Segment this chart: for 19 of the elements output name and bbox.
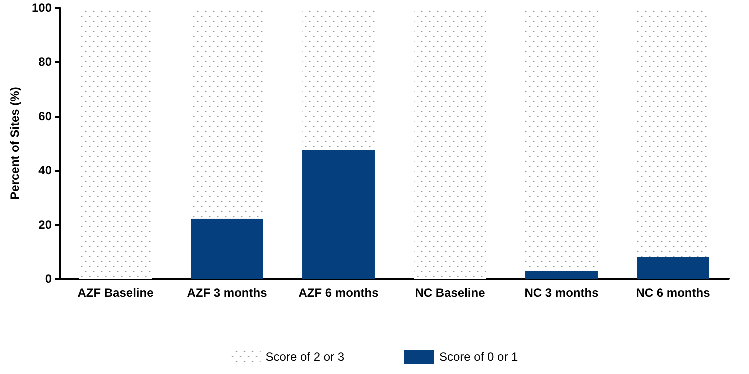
y-tick-label: 20: [38, 218, 52, 232]
x-tick-label: AZF Baseline: [78, 286, 154, 300]
y-axis-title: Percent of Sites (%): [8, 87, 22, 200]
legend-label: Score of 2 or 3: [266, 350, 345, 364]
x-tick-label: AZF 3 months: [187, 286, 268, 300]
y-tick-label: 100: [32, 1, 52, 15]
x-tick-label: NC 6 months: [636, 286, 711, 300]
bar: [637, 257, 710, 279]
x-tick-label: NC Baseline: [415, 286, 486, 300]
bar: [526, 271, 598, 279]
y-tick-label: 60: [38, 109, 52, 124]
y-tick-label: 40: [38, 164, 52, 178]
x-tick-label: AZF 6 months: [298, 286, 380, 300]
y-tick-label: 0: [45, 272, 52, 286]
legend-label: Score of 0 or 1: [440, 350, 519, 364]
x-tick-label: NC 3 months: [524, 286, 600, 300]
y-tick-label: 80: [38, 55, 52, 70]
bar: [191, 218, 264, 279]
bar: [302, 150, 375, 279]
